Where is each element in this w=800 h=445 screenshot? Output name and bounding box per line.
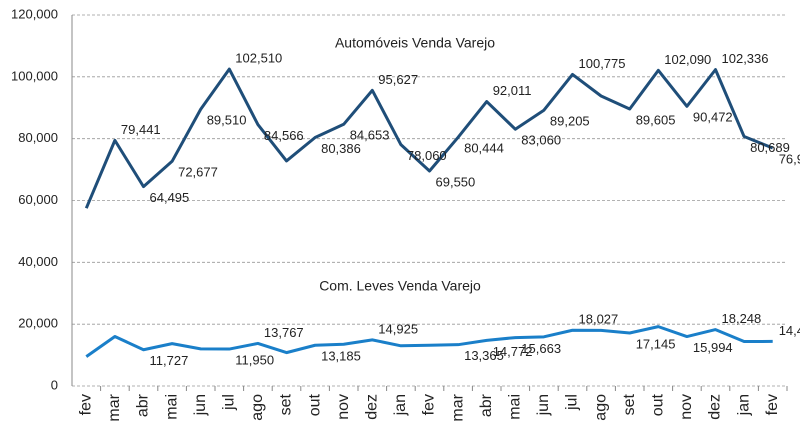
data-label: 90,472 [693,110,733,125]
x-tick-label: mai [507,394,524,420]
data-label: 79,441 [121,122,161,137]
data-label: 69,550 [436,174,476,189]
data-label: 11,727 [150,353,189,368]
x-tick-label: fev [78,394,95,415]
line-series [84,67,774,209]
x-tick-label: dez [364,394,381,420]
data-label: 95,627 [378,72,418,87]
x-tick-label: fev [764,394,781,415]
data-label: 15,663 [521,341,561,356]
x-tick-label: mar [106,393,123,421]
data-label: 80,444 [464,141,504,156]
data-label: 102,510 [235,51,282,66]
y-tick-label: 20,000 [18,316,58,331]
data-label: 84,566 [264,128,304,143]
data-label: 89,205 [550,114,590,129]
x-tick-label: nov [335,394,352,420]
data-label: 84,653 [350,128,390,143]
data-label: 14,925 [378,321,418,336]
data-label: 13,767 [264,325,304,340]
x-tick-label: mai [163,394,180,420]
x-tick-label: jan [392,394,409,416]
data-label: 78,060 [407,148,447,163]
x-tick-label: dez [707,394,724,420]
x-tick-label: jul [221,394,238,411]
data-label: 15,994 [693,340,733,355]
x-tick-label: jun [535,394,552,416]
annotation: Automóveis Venda Varejo [335,35,495,51]
data-label: 17,145 [636,336,676,351]
data-label: 83,060 [521,133,561,148]
y-tick-label: 100,000 [11,68,58,83]
data-label: 14,772 [493,344,533,359]
data-label: 102,090 [664,52,711,67]
x-tick-label: jun [192,394,209,416]
x-tick-label: mar [449,393,466,421]
y-tick-label: 60,000 [18,192,58,207]
y-tick-label: 120,000 [11,6,58,21]
data-label: 92,011 [493,83,532,98]
data-label: 89,605 [636,112,676,127]
x-tick-label: jul [564,394,581,411]
data-label: 102,336 [722,51,769,66]
data-label: 72,677 [178,165,218,180]
x-tick-label: fev [421,394,438,415]
annotation: Com. Leves Venda Varejo [319,278,481,294]
data-label: 80,689 [750,140,790,155]
data-label: 18,248 [722,311,762,326]
data-label: 100,775 [579,56,626,71]
x-tick-label: nov [678,394,695,420]
y-tick-label: 40,000 [18,254,58,269]
data-label: 13,185 [321,349,361,364]
data-label: 64,495 [150,190,190,205]
x-tick-label: ago [249,394,266,421]
x-tick-label: set [621,393,638,415]
line-series [85,325,773,358]
data-label: 89,510 [207,113,247,128]
x-tick-label: ago [592,394,609,421]
x-tick-label: out [306,393,323,416]
data-label: 18,027 [579,312,619,327]
y-tick-label: 80,000 [18,130,58,145]
data-label: 80,386 [321,141,361,156]
data-label: 13,365 [464,348,504,363]
y-tick-label: 0 [51,377,58,392]
x-tick-label: set [278,393,295,415]
data-label: 11,950 [235,352,274,367]
data-label: 76,968 [779,151,800,166]
data-label: 14,414 [779,323,800,338]
x-tick-label: jan [735,394,752,416]
x-tick-label: out [650,393,667,416]
x-tick-label: abr [135,393,152,417]
x-tick-label: abr [478,393,495,417]
